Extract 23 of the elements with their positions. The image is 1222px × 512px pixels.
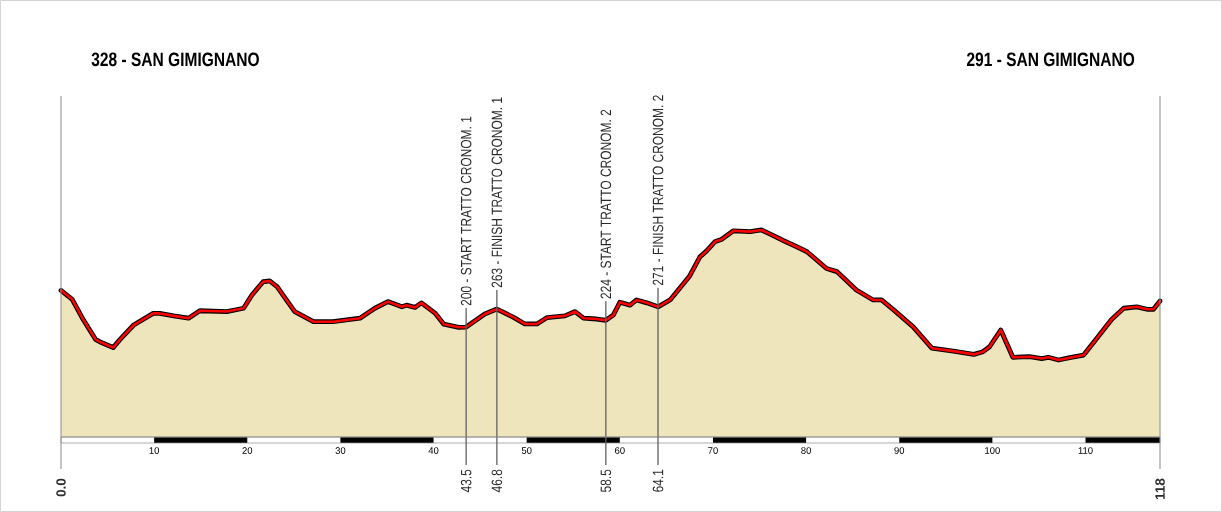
- x-tick-label: 30: [335, 447, 346, 454]
- x-tick-label: 100: [985, 447, 1000, 454]
- text: 46.8: [491, 469, 503, 493]
- ref-line-label: 291 - SAN GIMIGNANO: [966, 52, 1135, 67]
- text: 0.0: [56, 478, 66, 497]
- x-tick-label: 80: [801, 447, 811, 454]
- ref-line-label: 263 - FINISH TRATTO CRONOM. 1: [491, 97, 503, 288]
- x-tick-label: 60: [615, 447, 625, 454]
- text: 118: [1155, 478, 1165, 500]
- text: 58.5: [600, 469, 612, 492]
- ref-line-label: 200 - START TRATTO CRONOM. 1: [460, 116, 472, 306]
- x-tick-label: 40: [428, 447, 439, 454]
- text: 64.1: [652, 469, 664, 492]
- x-tick-label: 90: [894, 447, 905, 454]
- x-tick-label: 10: [149, 447, 160, 454]
- text: 43.5: [460, 469, 472, 493]
- x-tick-label: 50: [521, 447, 532, 454]
- x-tick-label: 70: [708, 447, 718, 454]
- ref-line-label: 271 - FINISH TRATTO CRONOM. 2: [652, 95, 664, 285]
- x-tick-label: 110: [1078, 447, 1093, 454]
- x-tick-label: 20: [242, 447, 253, 454]
- ref-line-label: 224 - START TRATTO CRONOM. 2: [600, 109, 612, 299]
- ref-line-label: 328 - SAN GIMIGNANO: [91, 52, 259, 67]
